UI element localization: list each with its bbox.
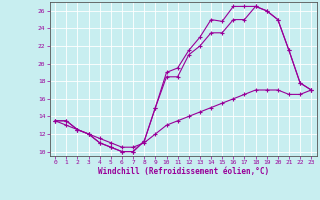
X-axis label: Windchill (Refroidissement éolien,°C): Windchill (Refroidissement éolien,°C) bbox=[98, 167, 269, 176]
